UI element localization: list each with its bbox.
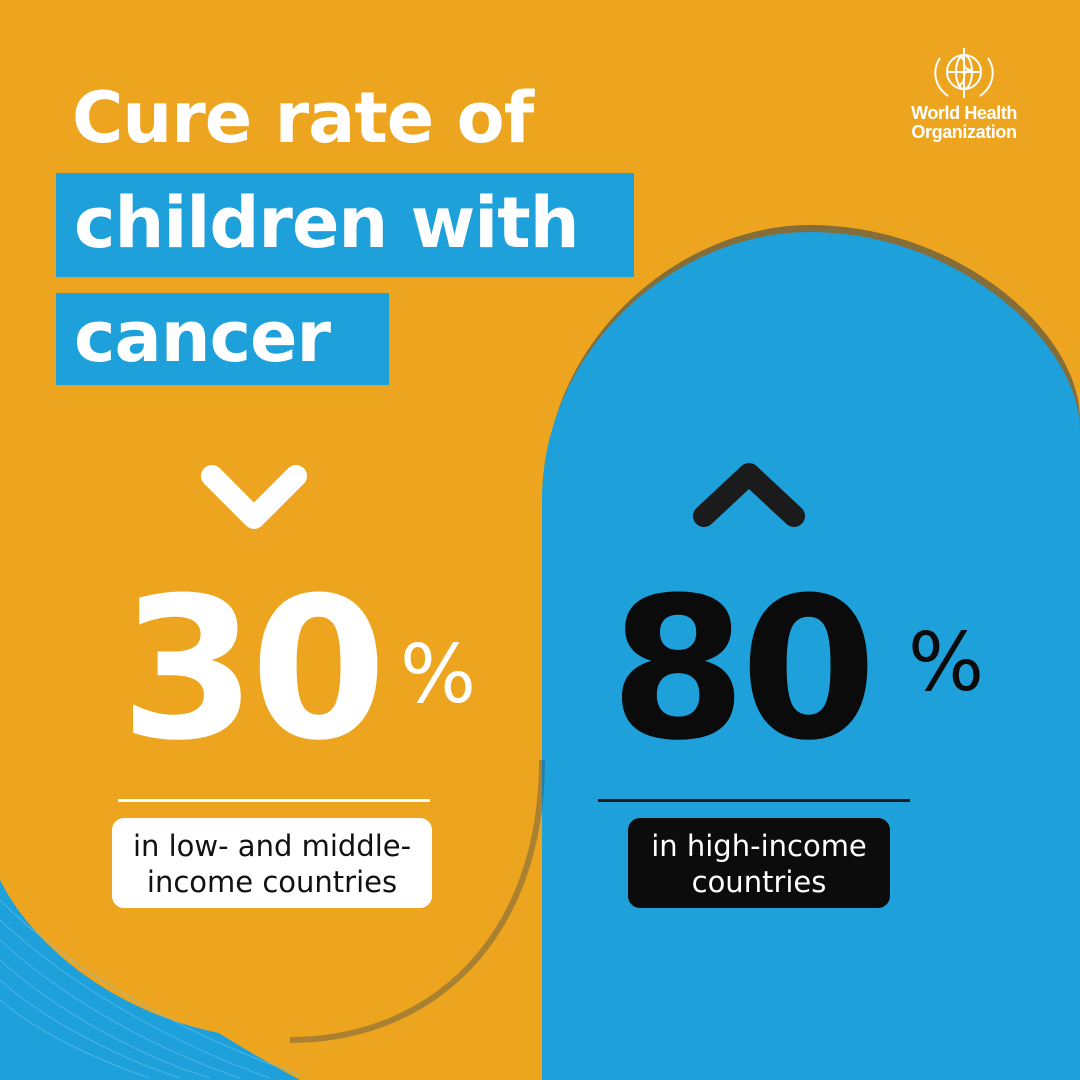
who-logo-text: World Health Organization	[910, 104, 1018, 142]
left-caption-line-2: income countries	[146, 865, 398, 899]
page-title-line-1: Cure rate of	[72, 77, 534, 159]
left-divider	[118, 799, 430, 802]
page-title-line-3: cancer	[74, 296, 331, 378]
chevron-up-icon	[693, 463, 805, 527]
chevron-down-icon	[201, 465, 307, 529]
right-stat-unit: %	[908, 616, 985, 709]
blue-corner-shape	[0, 820, 300, 1080]
left-stat-unit: %	[400, 628, 477, 721]
title-highlight-box-3	[56, 293, 389, 385]
who-logo-line-2: Organization	[911, 122, 1017, 142]
right-caption-box: in high-income countries	[628, 818, 890, 908]
left-stat-value: 30	[120, 556, 387, 784]
who-emblem-icon	[934, 48, 994, 98]
left-caption-line-1: in low- and middle-	[132, 829, 412, 863]
column-edge-shadow	[289, 759, 545, 1043]
title-highlight-box-2	[56, 173, 634, 277]
wave-lines-decoration	[0, 899, 301, 1079]
right-caption-line-1: in high-income	[651, 829, 867, 863]
left-caption-box: in low- and middle- income countries	[112, 818, 432, 908]
who-logo-line-1: World Health	[911, 103, 1017, 123]
right-divider	[598, 799, 910, 802]
page-title-line-2: children with	[74, 182, 580, 264]
right-caption-line-2: countries	[691, 865, 827, 899]
right-stat-value: 80	[610, 556, 877, 784]
